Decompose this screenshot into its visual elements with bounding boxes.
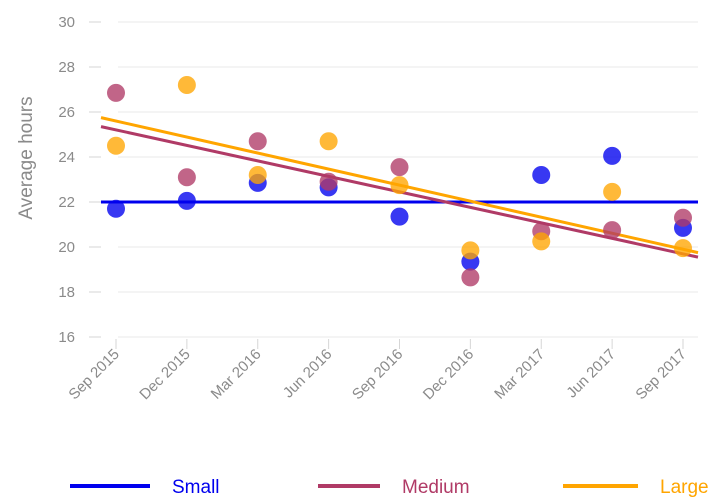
point-medium <box>319 172 338 191</box>
point-medium <box>177 168 196 187</box>
x-axis: Sep 2015 Dec 2015 Mar 2016 Jun 2016 Sep 2016… <box>65 339 690 403</box>
point-medium <box>390 158 409 177</box>
point-large <box>390 176 409 195</box>
y-tick-label: 24 <box>58 149 75 166</box>
data-points <box>107 76 692 287</box>
point-large <box>674 239 692 258</box>
y-tick-label: 20 <box>58 239 75 256</box>
grid <box>118 21 698 338</box>
point-large <box>532 232 551 251</box>
point-small <box>603 146 622 165</box>
x-tick-label: Dec 2015 <box>136 346 193 403</box>
point-large <box>107 136 125 155</box>
legend-label-small: Small <box>172 477 220 497</box>
x-tick-label: Sep 2017 <box>632 346 689 403</box>
point-small <box>177 191 196 210</box>
x-tick-label: Sep 2015 <box>65 346 122 403</box>
legend: Small Medium Large <box>70 477 709 497</box>
point-medium <box>461 268 480 287</box>
legend-label-medium: Medium <box>402 477 470 497</box>
point-medium <box>107 83 125 102</box>
y-axis: 16 18 20 22 24 26 28 30 <box>58 14 101 346</box>
y-tick-label: 30 <box>58 14 75 31</box>
x-tick-label: Sep 2016 <box>349 346 406 403</box>
x-tick-label: Mar 2016 <box>208 346 265 403</box>
point-medium <box>674 208 692 227</box>
point-large <box>177 76 196 94</box>
point-large <box>319 132 338 151</box>
point-medium <box>248 132 267 151</box>
point-large <box>461 241 480 260</box>
point-medium <box>603 221 622 240</box>
point-small <box>390 207 409 226</box>
y-axis-title: Average hours <box>16 96 37 219</box>
x-tick-label: Jun 2017 <box>563 346 619 402</box>
y-tick-label: 16 <box>58 329 75 346</box>
y-tick-label: 26 <box>58 104 75 121</box>
legend-label-large: Large <box>660 477 709 497</box>
y-tick-label: 28 <box>58 59 75 76</box>
point-small <box>107 199 125 218</box>
y-tick-label: 22 <box>58 194 75 211</box>
x-tick-label: Mar 2017 <box>491 346 548 403</box>
x-tick-label: Jun 2016 <box>280 346 336 402</box>
point-small <box>532 166 551 184</box>
point-large <box>248 166 267 184</box>
y-tick-label: 18 <box>58 284 75 301</box>
point-large <box>603 182 622 201</box>
x-tick-label: Dec 2016 <box>420 346 477 403</box>
